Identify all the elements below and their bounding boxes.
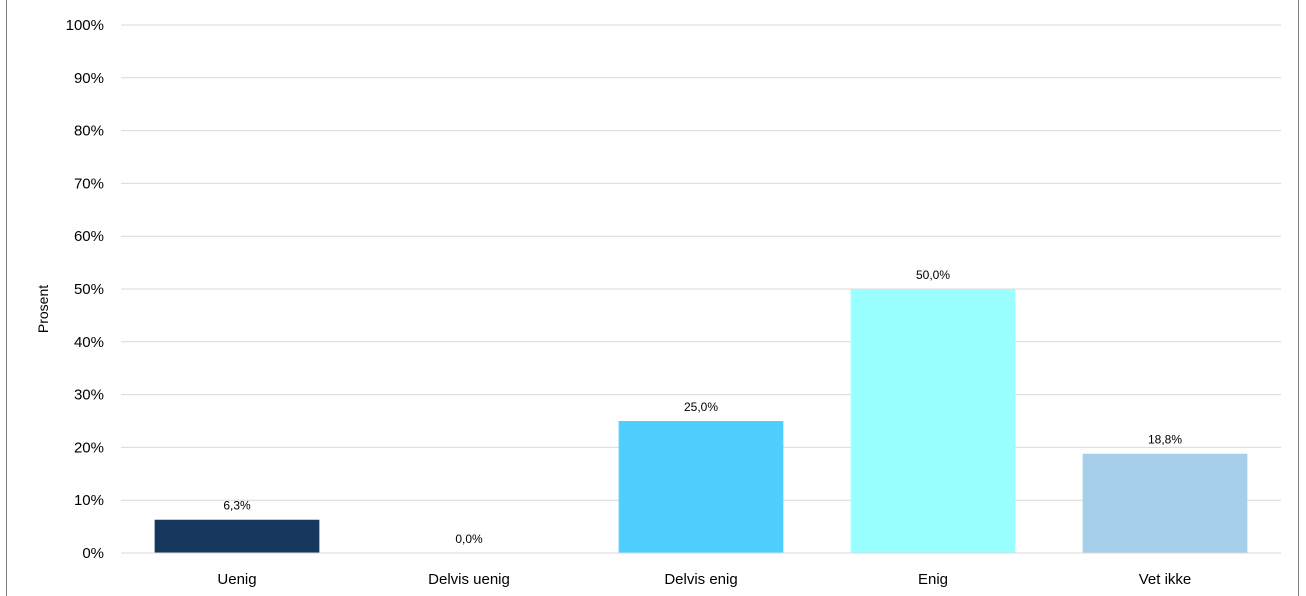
- bar-data-label: 50,0%: [916, 268, 950, 282]
- y-tick-label: 70%: [74, 175, 104, 192]
- bar-data-label: 0,0%: [455, 532, 483, 546]
- y-tick-label: 40%: [74, 334, 104, 351]
- y-tick-label: 0%: [82, 545, 104, 562]
- bar-data-label: 18,8%: [1148, 433, 1182, 447]
- bars: [155, 289, 1248, 553]
- y-axis-title: Prosent: [35, 285, 51, 333]
- x-category-label: Delvis uenig: [428, 571, 510, 588]
- x-axis-categories: Uenig Delvis uenig Delvis enig Enig Vet ikke: [217, 571, 1191, 588]
- y-tick-label: 100%: [66, 17, 104, 34]
- y-tick-label: 80%: [74, 123, 104, 140]
- y-axis-ticks: 0% 10% 20% 30% 40% 50% 60% 70% 80% 90% 100%: [66, 17, 104, 562]
- bar: [851, 289, 1016, 553]
- y-tick-label: 20%: [74, 439, 104, 456]
- bar: [619, 421, 784, 553]
- bar: [155, 520, 320, 553]
- bar-data-label: 25,0%: [684, 400, 718, 414]
- y-tick-label: 10%: [74, 492, 104, 509]
- bar: [1083, 454, 1248, 553]
- y-tick-label: 60%: [74, 228, 104, 245]
- y-tick-label: 90%: [74, 70, 104, 87]
- x-category-label: Uenig: [217, 571, 256, 588]
- bar-data-label: 6,3%: [223, 499, 251, 513]
- y-tick-label: 50%: [74, 281, 104, 298]
- x-category-label: Vet ikke: [1139, 571, 1192, 588]
- x-category-label: Enig: [918, 571, 948, 588]
- y-tick-label: 30%: [74, 387, 104, 404]
- x-category-label: Delvis enig: [664, 571, 737, 588]
